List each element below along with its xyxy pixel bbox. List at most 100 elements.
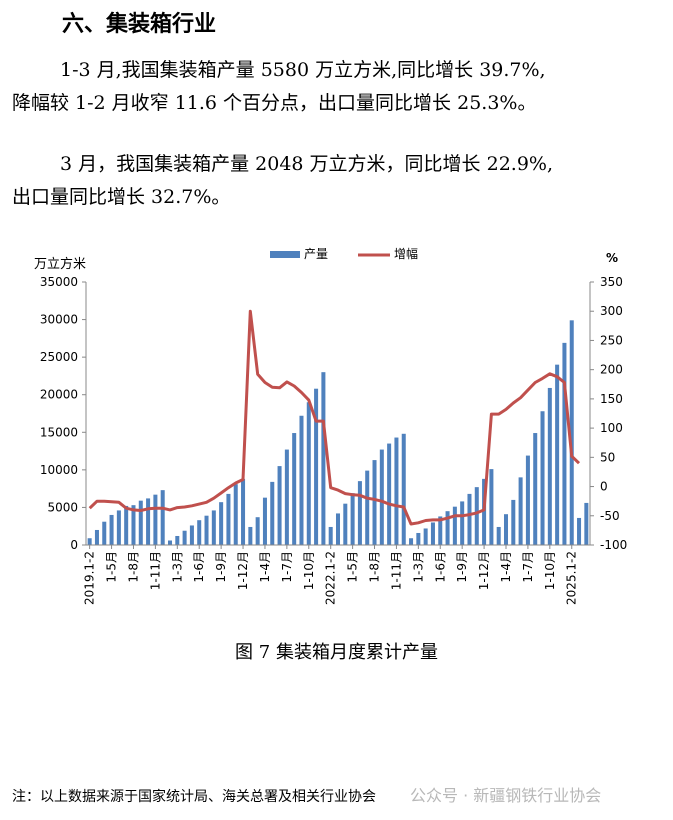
production-bar bbox=[482, 478, 487, 545]
production-bars bbox=[87, 320, 589, 545]
production-bar bbox=[197, 520, 202, 545]
production-bar bbox=[248, 526, 253, 545]
production-bar bbox=[270, 481, 275, 545]
production-bar bbox=[87, 538, 92, 545]
production-bar bbox=[438, 516, 443, 545]
x-tick-label: 1-4月 bbox=[258, 551, 272, 583]
production-bar bbox=[474, 487, 479, 545]
production-bar bbox=[569, 320, 574, 545]
left-tick-label: 20000 bbox=[40, 388, 78, 402]
figure-caption: 图 7 集装箱月度累计产量 bbox=[235, 642, 438, 663]
source-note: 注：以上数据来源于国家统计局、海关总署及相关行业协会 bbox=[12, 789, 376, 805]
production-bar bbox=[182, 530, 187, 545]
production-bar bbox=[555, 364, 560, 545]
watermark: 公众号 · 新疆钢铁行业协会 bbox=[410, 786, 602, 805]
left-tick-label: 10000 bbox=[40, 463, 78, 477]
production-bar bbox=[562, 342, 567, 545]
production-bar bbox=[496, 526, 501, 545]
left-tick-label: 5000 bbox=[47, 500, 78, 514]
production-bar bbox=[328, 526, 333, 545]
production-bar bbox=[255, 517, 260, 545]
production-bar bbox=[394, 437, 399, 545]
x-tick-label: 1-8月 bbox=[368, 551, 382, 583]
x-tick-label: 1-7月 bbox=[280, 551, 294, 583]
production-bar bbox=[219, 502, 224, 545]
x-tick-label: 1-12月 bbox=[236, 551, 250, 590]
x-tick-label: 1-5月 bbox=[346, 551, 360, 583]
container-production-chart: 0 5000 10000 15000 20000 25000 30000 35000 -100 -… bbox=[34, 246, 627, 605]
production-bar bbox=[299, 415, 304, 545]
production-bar bbox=[321, 372, 326, 545]
chart-axes: 0 5000 10000 15000 20000 25000 30000 35000 -100 -… bbox=[40, 275, 627, 605]
production-bar bbox=[511, 499, 516, 545]
x-tick-label: 1-3月 bbox=[411, 551, 425, 583]
right-tick-label: 350 bbox=[600, 275, 623, 289]
legend-label-production: 产量 bbox=[304, 247, 328, 261]
production-bar bbox=[540, 411, 545, 545]
production-bar bbox=[350, 493, 355, 545]
paragraph-2-line-1: 3 月，我国集装箱产量 2048 万立方米，同比增长 22.9%, bbox=[60, 153, 553, 175]
production-bar bbox=[284, 449, 289, 545]
production-bar bbox=[335, 513, 341, 545]
x-tick-label: 1-11月 bbox=[389, 551, 403, 590]
production-bar bbox=[167, 540, 173, 545]
right-axis-label: % bbox=[606, 251, 618, 265]
chart-legend: 产量 增幅 bbox=[270, 246, 418, 261]
x-tick-label: 1-3月 bbox=[170, 551, 184, 583]
production-bar bbox=[518, 477, 523, 545]
production-bar bbox=[379, 449, 384, 545]
x-tick-label: 2022.1-2 bbox=[324, 551, 338, 605]
production-bar bbox=[460, 501, 465, 545]
production-bar bbox=[357, 481, 362, 545]
x-tick-label: 2019.1-2 bbox=[83, 551, 97, 605]
production-bar bbox=[233, 484, 238, 545]
production-bar bbox=[314, 388, 319, 545]
production-bar bbox=[109, 514, 114, 545]
production-bar bbox=[409, 538, 414, 545]
production-bar bbox=[423, 528, 428, 545]
production-bar bbox=[533, 433, 538, 545]
production-bar bbox=[306, 402, 311, 545]
production-bar bbox=[175, 535, 180, 545]
production-bar bbox=[416, 532, 421, 545]
production-bar bbox=[401, 433, 406, 545]
right-tick-label: 200 bbox=[600, 363, 623, 377]
production-bar bbox=[160, 490, 165, 545]
x-tick-label: 1-4月 bbox=[499, 551, 513, 583]
production-bar bbox=[430, 522, 435, 545]
right-tick-label: -50 bbox=[600, 509, 620, 523]
production-bar bbox=[146, 498, 151, 545]
production-bar bbox=[387, 443, 392, 545]
x-tick-label: 1-8月 bbox=[126, 551, 140, 583]
production-bar bbox=[102, 521, 107, 545]
production-bar bbox=[241, 478, 246, 545]
x-tick-label: 1-10月 bbox=[302, 551, 316, 590]
left-tick-label: 15000 bbox=[40, 425, 78, 439]
growth-series-line bbox=[88, 309, 581, 526]
left-tick-label: 25000 bbox=[40, 350, 78, 364]
production-bar bbox=[153, 494, 158, 545]
left-tick-label: 0 bbox=[70, 538, 78, 552]
right-tick-label: 250 bbox=[600, 333, 623, 347]
production-bar bbox=[292, 433, 297, 545]
production-bar bbox=[138, 500, 143, 545]
right-tick-label: 100 bbox=[600, 421, 623, 435]
production-bar bbox=[124, 505, 129, 545]
production-bar bbox=[211, 510, 216, 545]
paragraph-2-line-2: 出口量同比增长 32.7%。 bbox=[12, 186, 231, 208]
production-bar bbox=[547, 387, 552, 545]
x-tick-label: 1-9月 bbox=[214, 551, 228, 583]
production-bar bbox=[116, 510, 121, 545]
x-tick-label: 1-6月 bbox=[433, 551, 447, 583]
left-tick-label: 30000 bbox=[40, 313, 78, 327]
x-tick-label: 1-12月 bbox=[477, 551, 491, 590]
paragraph-1: 1-3 月,我国集装箱产量 5580 万立方米,同比增长 39.7%, 降幅较 … bbox=[12, 54, 662, 120]
production-bar bbox=[277, 466, 282, 545]
x-tick-label: 2025.1-2 bbox=[565, 551, 579, 605]
left-axis-label: 万立方米 bbox=[34, 256, 86, 272]
production-bar bbox=[525, 455, 530, 545]
x-tick-label: 1-11月 bbox=[148, 551, 162, 590]
x-tick-label: 1-6月 bbox=[192, 551, 206, 583]
production-bar bbox=[489, 469, 494, 545]
production-bar bbox=[189, 525, 194, 545]
